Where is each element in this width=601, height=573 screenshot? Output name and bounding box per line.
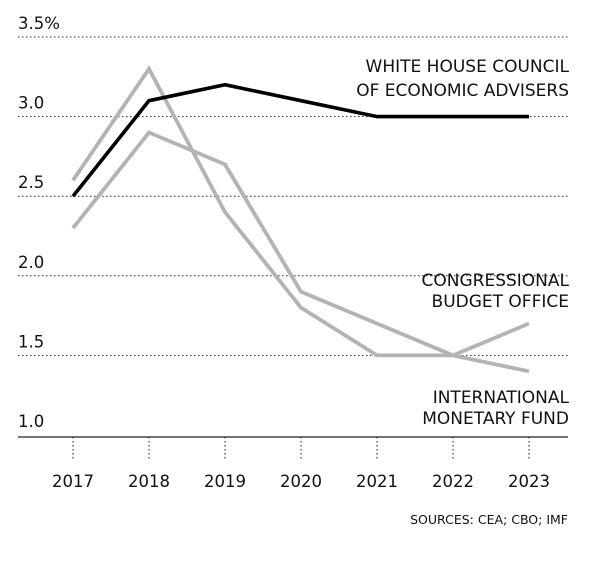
y-tick-label: 2.0 [18, 253, 44, 272]
x-tick-label: 2017 [52, 472, 94, 491]
series-label: MONETARY FUND [422, 409, 569, 429]
series-line-white-house-council-of-economic-advisers [71, 82, 529, 198]
series-label: OF ECONOMIC ADVISERS [356, 81, 569, 101]
source-note: SOURCES: CEA; CBO; IMF [410, 512, 568, 527]
y-tick-label: 1.0 [18, 412, 44, 431]
series-labels: WHITE HOUSE COUNCIL OF ECONOMIC ADVISERS C… [356, 57, 569, 429]
series-label: INTERNATIONAL [433, 388, 570, 408]
series-lines [71, 65, 530, 374]
x-tick-label: 2022 [432, 472, 474, 491]
x-ticks: 2017 2018 2019 2020 2021 2022 2023 [52, 437, 550, 491]
series-label: CONGRESSIONAL [422, 271, 570, 291]
series-label: BUDGET OFFICE [432, 292, 569, 312]
x-tick-label: 2019 [204, 472, 246, 491]
x-tick-label: 2023 [508, 472, 550, 491]
y-tick-label: 1.5 [18, 332, 44, 351]
y-tick-label: 2.5 [18, 173, 44, 192]
x-tick-label: 2018 [128, 472, 170, 491]
y-tick-label: 3.5% [18, 14, 60, 33]
y-tick-label: 3.0 [18, 94, 44, 113]
x-tick-label: 2021 [356, 472, 398, 491]
series-line-international-monetary-fund [71, 130, 530, 374]
series-label: WHITE HOUSE COUNCIL [366, 57, 570, 77]
x-tick-label: 2020 [280, 472, 322, 491]
y-tick-labels: 1.0 1.5 2.0 2.5 3.0 3.5% [18, 14, 60, 431]
